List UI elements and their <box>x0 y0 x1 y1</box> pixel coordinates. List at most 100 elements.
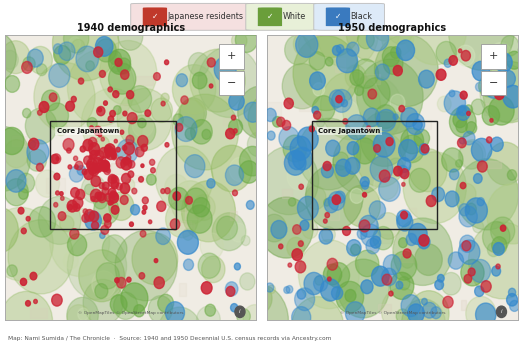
Circle shape <box>449 56 458 65</box>
Circle shape <box>402 299 446 349</box>
Circle shape <box>87 161 94 169</box>
Circle shape <box>53 44 62 54</box>
Bar <box>132 175 151 182</box>
Circle shape <box>481 281 491 292</box>
Circle shape <box>456 160 462 167</box>
Circle shape <box>97 107 105 116</box>
Circle shape <box>7 265 17 276</box>
Circle shape <box>233 129 237 133</box>
Circle shape <box>83 279 123 325</box>
Circle shape <box>344 185 380 227</box>
Circle shape <box>507 170 517 180</box>
Circle shape <box>486 184 523 244</box>
Circle shape <box>98 133 101 137</box>
Circle shape <box>64 252 78 269</box>
Circle shape <box>462 241 471 251</box>
Circle shape <box>25 108 57 144</box>
Circle shape <box>431 307 441 319</box>
Circle shape <box>449 90 455 97</box>
Circle shape <box>408 223 427 245</box>
Circle shape <box>141 144 147 151</box>
Circle shape <box>368 89 377 99</box>
Circle shape <box>301 0 362 57</box>
Circle shape <box>27 149 47 171</box>
Circle shape <box>267 131 275 140</box>
Circle shape <box>393 114 398 120</box>
FancyBboxPatch shape <box>325 7 350 27</box>
Circle shape <box>61 196 64 200</box>
Circle shape <box>287 163 311 190</box>
Circle shape <box>473 221 484 233</box>
Circle shape <box>283 135 306 162</box>
Circle shape <box>290 136 311 160</box>
Circle shape <box>373 16 395 41</box>
Circle shape <box>68 205 73 210</box>
Circle shape <box>161 93 169 103</box>
Circle shape <box>105 147 116 160</box>
Circle shape <box>96 263 119 289</box>
Circle shape <box>180 98 207 128</box>
Circle shape <box>6 170 26 192</box>
Circle shape <box>108 201 112 205</box>
Circle shape <box>336 159 351 176</box>
FancyBboxPatch shape <box>481 44 506 69</box>
Circle shape <box>345 65 366 88</box>
Circle shape <box>93 158 104 170</box>
Circle shape <box>246 200 254 209</box>
Bar <box>179 283 186 296</box>
Circle shape <box>480 64 523 122</box>
Circle shape <box>509 301 519 312</box>
Circle shape <box>345 290 356 302</box>
Circle shape <box>85 211 101 230</box>
Circle shape <box>271 221 287 239</box>
Circle shape <box>323 219 327 223</box>
Circle shape <box>407 304 424 323</box>
Circle shape <box>293 225 301 234</box>
Text: i: i <box>239 309 241 314</box>
Circle shape <box>46 103 69 128</box>
Circle shape <box>109 63 136 94</box>
Circle shape <box>449 169 459 180</box>
Circle shape <box>38 196 81 244</box>
FancyBboxPatch shape <box>314 3 384 30</box>
Circle shape <box>443 296 453 308</box>
Circle shape <box>185 155 205 178</box>
Circle shape <box>158 294 174 312</box>
Bar <box>46 178 64 193</box>
Circle shape <box>100 233 105 239</box>
Text: i: i <box>501 309 502 314</box>
Circle shape <box>402 217 411 228</box>
Circle shape <box>95 192 101 199</box>
Circle shape <box>106 154 110 158</box>
Circle shape <box>66 148 71 153</box>
Circle shape <box>33 299 37 303</box>
Text: Japanese residents: Japanese residents <box>167 12 243 21</box>
Circle shape <box>109 51 121 65</box>
Circle shape <box>117 139 138 163</box>
Text: −: − <box>488 78 498 88</box>
Circle shape <box>382 274 392 285</box>
Circle shape <box>129 115 156 146</box>
Circle shape <box>149 296 173 323</box>
Circle shape <box>327 258 338 270</box>
Circle shape <box>293 36 359 110</box>
Circle shape <box>436 69 446 80</box>
Circle shape <box>113 292 138 319</box>
Circle shape <box>157 201 166 211</box>
Circle shape <box>98 108 101 112</box>
Circle shape <box>468 268 475 276</box>
Circle shape <box>50 209 109 276</box>
Circle shape <box>169 187 188 210</box>
Circle shape <box>116 183 122 190</box>
Circle shape <box>110 200 113 205</box>
Circle shape <box>393 218 452 285</box>
Bar <box>282 189 292 198</box>
Circle shape <box>105 193 111 201</box>
Bar <box>267 102 281 115</box>
Circle shape <box>83 209 88 214</box>
Circle shape <box>285 35 311 65</box>
Circle shape <box>442 148 463 172</box>
Circle shape <box>108 87 112 92</box>
Circle shape <box>406 233 417 246</box>
Circle shape <box>96 39 116 62</box>
